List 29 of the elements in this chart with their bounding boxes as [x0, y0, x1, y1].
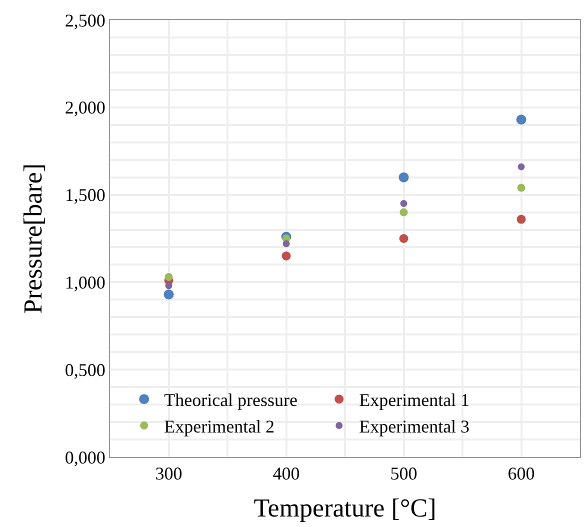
- point: [400, 200, 408, 208]
- y-tick-label: 0,000: [64, 447, 106, 468]
- y-axis-title: Pressure[bare]: [18, 163, 48, 314]
- legend-label: Experimental 1: [359, 390, 470, 410]
- x-tick-label: 600: [508, 464, 535, 484]
- point: [165, 282, 172, 290]
- point: [516, 214, 526, 224]
- point: [282, 240, 290, 248]
- legend-label: Experimental 2: [164, 416, 275, 437]
- x-axis-title: Temperature [°C]: [254, 493, 436, 522]
- point: [398, 172, 409, 182]
- y-tick-label: 2,000: [64, 98, 106, 118]
- point: [400, 208, 408, 216]
- x-tick-label: 500: [390, 464, 418, 484]
- point: [516, 114, 526, 125]
- point: [282, 251, 291, 260]
- y-tick-label: 0,500: [64, 360, 106, 380]
- legend-label: Theorical pressure: [164, 390, 298, 410]
- point: [164, 289, 174, 300]
- y-tick-label: 1,000: [64, 272, 106, 292]
- y-tick-label: 2,500: [64, 10, 106, 30]
- x-tick-label: 400: [272, 464, 300, 484]
- point: [164, 272, 173, 281]
- point: [518, 163, 525, 170]
- x-tick-label: 300: [155, 464, 182, 484]
- y-tick-label: 1,500: [64, 185, 106, 206]
- point: [399, 234, 408, 243]
- point: [517, 184, 526, 192]
- legend-label: Experimental 3: [359, 416, 470, 437]
